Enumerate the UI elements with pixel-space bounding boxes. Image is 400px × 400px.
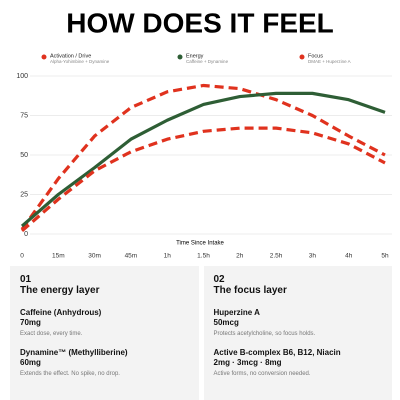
- series-line: [20, 91, 386, 228]
- x-tick-label: 2h: [236, 253, 244, 260]
- ingredient-dose: 50mcg: [213, 318, 239, 327]
- x-axis-label: Time Since Intake: [176, 241, 224, 247]
- y-tick-label: 25: [20, 191, 28, 198]
- legend-description: Caffeine + Dynamine: [186, 59, 229, 64]
- y-tick-label: 100: [16, 73, 28, 80]
- y-tick-label: 0: [24, 231, 28, 238]
- legend-label: Focus: [308, 53, 323, 59]
- card-title: The energy layer: [20, 285, 100, 296]
- y-tick-label: 75: [20, 112, 28, 119]
- legend-label: Activation / Drive: [50, 53, 91, 59]
- x-tick-label: 4h: [345, 253, 353, 260]
- ingredient-name: Active B-complex B6, B12, Niacin: [213, 348, 341, 357]
- chart: HOW DOES IT FEEL Time Since Intake 0 25 50…: [16, 7, 392, 260]
- legend-description: Alpha-Yohimbine + Dynamine: [50, 59, 110, 64]
- x-tick-label: 3h: [309, 253, 317, 260]
- legend-marker: [177, 54, 183, 60]
- x-tick-label: 5h: [381, 253, 389, 260]
- legend-description: DMAE + Huperzine A: [308, 59, 351, 64]
- cards: 01 The energy layer Caffeine (Anhydrous) 70…: [10, 266, 392, 400]
- x-tick-label: 1h: [164, 253, 172, 260]
- ingredient-note: Exact dose, every time.: [20, 331, 83, 337]
- x-tick-label: 0: [20, 253, 24, 260]
- ingredient-note: Active forms, no conversion needed.: [213, 371, 311, 377]
- x-tick-label: 1.5h: [197, 253, 210, 260]
- x-tick-label: 15m: [52, 253, 65, 260]
- ingredient-dose: 60mg: [20, 358, 41, 367]
- ingredient-name: Dynamine™ (Methylliberine): [20, 348, 128, 357]
- series-line: [20, 126, 386, 233]
- card-number: 02: [213, 274, 225, 285]
- ingredient-dose: 2mg · 3mcg · 8mg: [213, 358, 282, 367]
- x-tick-label: 30m: [88, 253, 101, 260]
- ingredient-note: Protects acetylcholine, so focus holds.: [213, 331, 316, 337]
- ingredient-name: Huperzine A: [213, 308, 260, 317]
- ingredient-name: Caffeine (Anhydrous): [20, 308, 102, 317]
- chart-title: HOW DOES IT FEEL: [66, 7, 334, 38]
- info-card: 01 The energy layer Caffeine (Anhydrous) 70…: [10, 266, 199, 400]
- legend-marker: [299, 54, 305, 60]
- ingredient-note: Extends the effect. No spike, no drop.: [20, 371, 120, 377]
- card-title: The focus layer: [213, 285, 287, 296]
- legend-marker: [41, 54, 47, 60]
- ingredient-dose: 70mg: [20, 318, 41, 327]
- series-line: [20, 83, 386, 231]
- y-tick-label: 50: [20, 152, 28, 159]
- info-card: 02 The focus layer Huperzine A 50mcg Protect…: [203, 266, 392, 400]
- x-tick-label: 45m: [125, 253, 138, 260]
- x-tick-label: 2.5h: [270, 253, 283, 260]
- card-number: 01: [20, 274, 32, 285]
- legend-label: Energy: [186, 53, 204, 59]
